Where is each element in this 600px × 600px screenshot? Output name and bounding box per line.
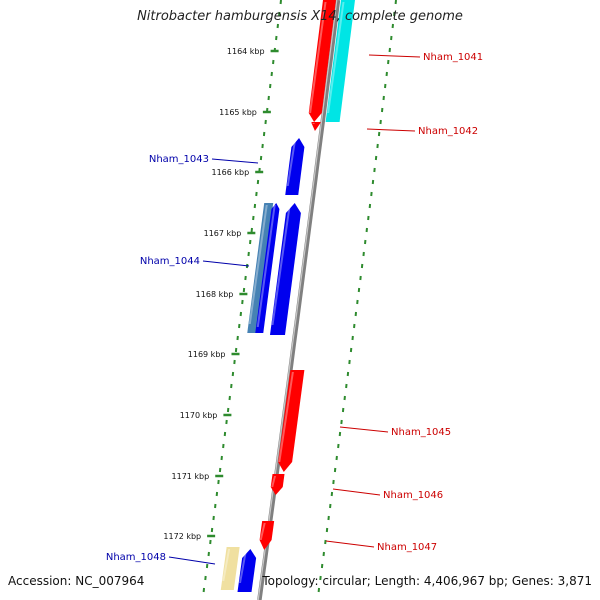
ruler-tick-label: 1171 kbp	[172, 472, 210, 481]
gene-label-nham-1044[interactable]: Nham_1044	[140, 256, 200, 267]
gene-labels: Nham_1041 Nham_1042 Nham_1043 Nham_1044 Nham…	[106, 52, 483, 565]
backbone-highlight	[257, 0, 338, 600]
gene-nham-1043	[285, 138, 305, 195]
gene-nham-1044c	[270, 203, 301, 335]
gene-label-nham-1047-leader	[325, 540, 375, 548]
ruler-tick-label: 1168 kbp	[196, 290, 234, 299]
genome-backbone	[257, 0, 341, 600]
gene-label-nham-1045[interactable]: Nham_1045	[391, 427, 451, 438]
ruler-tick-label: 1165 kbp	[219, 108, 257, 117]
gene-nham-1041b	[311, 122, 321, 131]
gene-nham-1048b	[237, 549, 257, 592]
dotted-track-guides	[202, 0, 397, 593]
gene-nham-1041	[308, 0, 336, 122]
gene-label-nham-1045-leader	[339, 426, 389, 433]
accession-text: Accession: NC_007964	[8, 574, 145, 588]
gene-label-nham-1044-leader	[202, 260, 250, 267]
gene-label-nham-1041[interactable]: Nham_1041	[423, 52, 483, 63]
gene-nham-1044b	[255, 203, 280, 333]
gene-label-nham-1048-leader	[168, 556, 216, 565]
gene-label-nham-1042[interactable]: Nham_1042	[418, 126, 478, 137]
gene-label-nham-1042-leader	[366, 128, 416, 132]
gene-label-nham-1047[interactable]: Nham_1047	[377, 542, 437, 553]
ruler-tick-label: 1164 kbp	[227, 47, 265, 56]
ruler-ticks: 1164 kbp 1165 kbp 1166 kbp 1167 kbp 1168 kbp…	[163, 47, 279, 541]
gene-label-nham-1043-leader	[211, 158, 259, 164]
topology-text: Topology: circular; Length: 4,406,967 bp…	[262, 574, 592, 588]
gene-label-nham-1046[interactable]: Nham_1046	[383, 490, 443, 501]
gene-nham-1047	[259, 521, 275, 550]
gene-nham-1046	[270, 474, 285, 495]
backbone-line	[257, 0, 341, 600]
gene-label-nham-1048[interactable]: Nham_1048	[106, 552, 166, 563]
gene-label-nham-1043[interactable]: Nham_1043	[149, 154, 209, 165]
ruler-tick-label: 1166 kbp	[212, 168, 250, 177]
gene-nham-1045	[278, 370, 305, 472]
gene-label-nham-1046-leader	[332, 488, 381, 496]
gene-nham-1048a	[220, 547, 240, 590]
gene-features	[220, 0, 355, 592]
ruler-tick-label: 1167 kbp	[204, 229, 242, 238]
ruler-tick-label: 1169 kbp	[188, 350, 226, 359]
map-title: Nitrobacter hamburgensis X14, complete g…	[137, 9, 463, 24]
gene-label-nham-1041-leader	[368, 54, 421, 58]
ruler-tick-label: 1172 kbp	[163, 532, 201, 541]
gene-nham-1042	[325, 0, 355, 122]
gene-nham-1044a	[247, 203, 274, 333]
ruler-tick-label: 1170 kbp	[180, 411, 218, 420]
